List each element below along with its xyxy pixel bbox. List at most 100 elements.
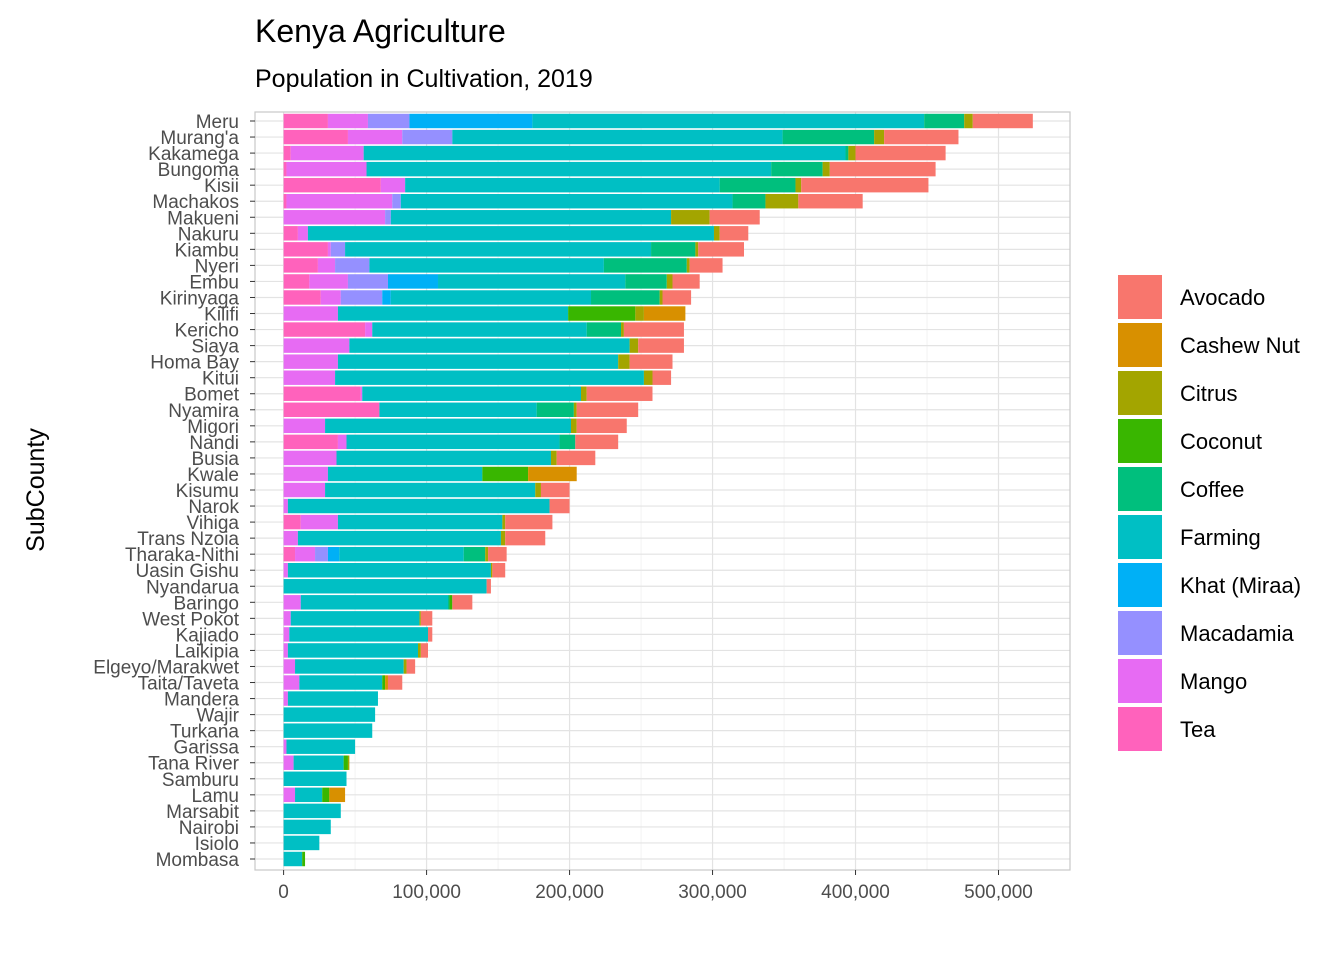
bar-kisii-tea — [283, 177, 381, 193]
bar-group-kilifi — [283, 306, 686, 321]
bar-nakuru-farming — [307, 226, 714, 241]
bar-mombasa-farming — [283, 851, 303, 867]
bar-kericho-tea — [283, 322, 366, 337]
bar-kirinyaga-macadamia — [340, 290, 383, 305]
bar-vihiga-farming — [337, 514, 503, 530]
bar-nandi-coffee — [559, 434, 576, 450]
y-tick-label: Taita/Taveta — [138, 674, 240, 695]
bar-kiambu-mango — [327, 242, 331, 257]
y-tick-label: Laikipia — [175, 641, 240, 662]
bar-kirinyaga-tea — [283, 290, 321, 305]
bar-nyandarua-farming — [283, 579, 487, 594]
bar-group-migori — [283, 418, 627, 434]
bar-bungoma-tea — [283, 161, 287, 177]
bar-taita-taveta-farming — [299, 675, 383, 690]
bar-group-kericho — [283, 322, 684, 337]
legend-label-coconut: Coconut — [1180, 429, 1262, 454]
y-tick-label: Uasin Gishu — [136, 561, 240, 582]
bar-kisumu-citrus — [535, 482, 541, 498]
x-tick-label: 0 — [278, 882, 289, 903]
y-tick-label: Meru — [196, 112, 239, 133]
y-tick-label: Kiambu — [175, 240, 239, 261]
legend: Avocado Cashew Nut Citrus Coconut Coffee Farm… — [1118, 275, 1301, 751]
y-tick-label: Migori — [187, 417, 239, 438]
y-tick-label: Kakamega — [148, 144, 239, 165]
bar-kisumu-avocado — [540, 482, 570, 498]
y-tick-label: Tharaka-Nithi — [125, 545, 239, 566]
bar-kiambu-avocado — [698, 242, 744, 257]
y-tick-label: Garissa — [174, 738, 240, 759]
bar-siaya-mango — [283, 338, 350, 353]
y-tick-label: Wajir — [196, 706, 239, 727]
bar-group-taita-taveta — [283, 675, 403, 690]
bar-meru-citrus — [964, 113, 973, 129]
bar-tana-river-citrus — [347, 755, 350, 770]
bar-baringo-farming — [300, 595, 449, 610]
y-tick-label: Samburu — [162, 770, 239, 791]
bar-nandi-farming — [346, 434, 560, 450]
bar-vihiga-avocado — [505, 514, 553, 530]
bar-baringo-coffee — [448, 595, 450, 610]
bar-bomet-farming — [362, 386, 581, 401]
bar-laikipia-mango — [283, 643, 288, 658]
x-tick-label: 500,000 — [964, 882, 1033, 903]
bar-kirinyaga-khat-miraa — [382, 290, 391, 305]
bar-group-kiambu — [283, 242, 744, 257]
bar-nyeri-mango — [317, 258, 336, 273]
bar-group-nairobi — [283, 819, 331, 835]
bar-elgeyo-marakwet-avocado — [406, 659, 416, 674]
y-tick-label: Bungoma — [158, 160, 240, 181]
bar-nyeri-tea — [283, 258, 318, 273]
bar-group-murang-a — [283, 129, 959, 145]
chart-subtitle: Population in Cultivation, 2019 — [255, 65, 593, 93]
bar-migori-avocado — [576, 418, 627, 434]
bar-homa-bay-mango — [283, 354, 338, 369]
bar-elgeyo-marakwet-farming — [295, 659, 404, 674]
bar-narok-avocado — [549, 498, 570, 514]
bar-nyandarua-avocado — [486, 579, 491, 594]
y-axis-title: SubCounty — [22, 428, 50, 552]
bar-lamu-mango — [283, 787, 296, 803]
bar-tharaka-nithi-tea — [283, 546, 296, 562]
y-tick-label: Lamu — [191, 786, 239, 807]
legend-label-mango: Mango — [1180, 669, 1247, 694]
y-tick-label: Isiolo — [195, 834, 239, 855]
bar-murang-a-citrus — [874, 129, 885, 145]
bar-kiambu-farming — [345, 242, 652, 257]
bar-kisii-farming — [405, 177, 720, 193]
bar-nandi-mango — [337, 434, 347, 450]
bar-kakamega-tea — [283, 145, 291, 161]
bar-kwale-coconut — [482, 466, 529, 482]
bar-busia-avocado — [556, 450, 596, 466]
legend-key-coconut — [1118, 419, 1162, 463]
bar-group-marsabit — [283, 803, 341, 819]
bar-group-laikipia — [283, 643, 429, 658]
bar-kitui-citrus — [643, 370, 653, 385]
bar-siaya-citrus — [629, 338, 639, 353]
bar-machakos-citrus — [765, 193, 799, 209]
bar-group-kajiado — [283, 627, 433, 642]
legend-key-citrus — [1118, 371, 1162, 415]
legend-key-farming — [1118, 515, 1162, 559]
y-tick-label: Narok — [188, 497, 239, 518]
bar-group-kakamega — [283, 145, 946, 161]
bar-embu-coffee — [625, 274, 667, 289]
bar-kiambu-tea — [283, 242, 328, 257]
y-tick-label: Siaya — [191, 337, 239, 358]
bar-busia-mango — [283, 450, 337, 466]
y-tick-label: Kirinyaga — [160, 288, 240, 309]
chart-title: Kenya Agriculture — [255, 13, 506, 49]
bar-embu-khat-miraa — [387, 274, 439, 289]
bar-group-samburu — [283, 771, 347, 787]
y-tick-label: Embu — [189, 272, 239, 293]
bar-nyamira-citrus — [573, 402, 577, 418]
bar-machakos-avocado — [798, 193, 863, 209]
bar-kilifi-citrus — [635, 306, 644, 321]
bar-bungoma-coffee — [771, 161, 823, 177]
bar-machakos-farming — [400, 193, 733, 209]
bar-tharaka-nithi-citrus — [485, 546, 489, 562]
bar-tharaka-nithi-khat-miraa — [327, 546, 340, 562]
y-tick-label: Nyamira — [168, 401, 239, 422]
y-tick-label: Tana River — [148, 754, 239, 775]
